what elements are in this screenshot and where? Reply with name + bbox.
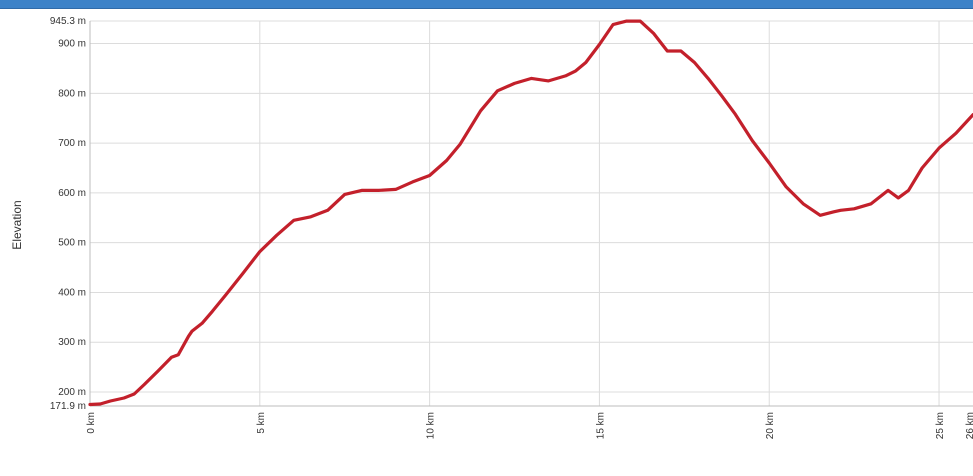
axes (89, 21, 973, 407)
x-tick-label: 15 km (595, 412, 606, 439)
x-tick-label: 26 km (965, 412, 973, 439)
grid-lines (90, 20, 973, 407)
x-tick-label: 5 km (256, 412, 267, 434)
elevation-chart: 171.9 m 200 m 300 m 400 m 500 m 600 m 700 m 800… (0, 9, 973, 476)
y-tick-label: 800 m (58, 88, 86, 99)
x-tick-label: 10 km (426, 412, 437, 439)
x-tick-label: 20 km (765, 412, 776, 439)
y-tick-label: 300 m (58, 337, 86, 348)
y-tick-label: 900 m (58, 39, 86, 50)
header-bar (0, 0, 973, 9)
y-tick-label: 600 m (58, 188, 86, 199)
x-tick-labels: 0 km 5 km 10 km 15 km 20 km 25 km 26 km (86, 412, 973, 439)
chart-svg: 171.9 m 200 m 300 m 400 m 500 m 600 m 700 m 800… (10, 16, 973, 439)
y-tick-label: 171.9 m (50, 401, 86, 412)
elevation-series-line (88, 19, 973, 407)
y-axis-label: Elevation (10, 200, 24, 249)
x-tick-label: 25 km (935, 412, 946, 439)
series-layer (88, 19, 973, 407)
y-tick-label: 200 m (58, 387, 86, 398)
y-tick-label: 945.3 m (50, 16, 86, 27)
y-tick-labels: 171.9 m 200 m 300 m 400 m 500 m 600 m 700 m 800… (50, 16, 86, 412)
y-tick-label: 400 m (58, 287, 86, 298)
y-tick-label: 500 m (58, 238, 86, 249)
x-tick-label: 0 km (86, 412, 97, 434)
y-tick-label: 700 m (58, 138, 86, 149)
